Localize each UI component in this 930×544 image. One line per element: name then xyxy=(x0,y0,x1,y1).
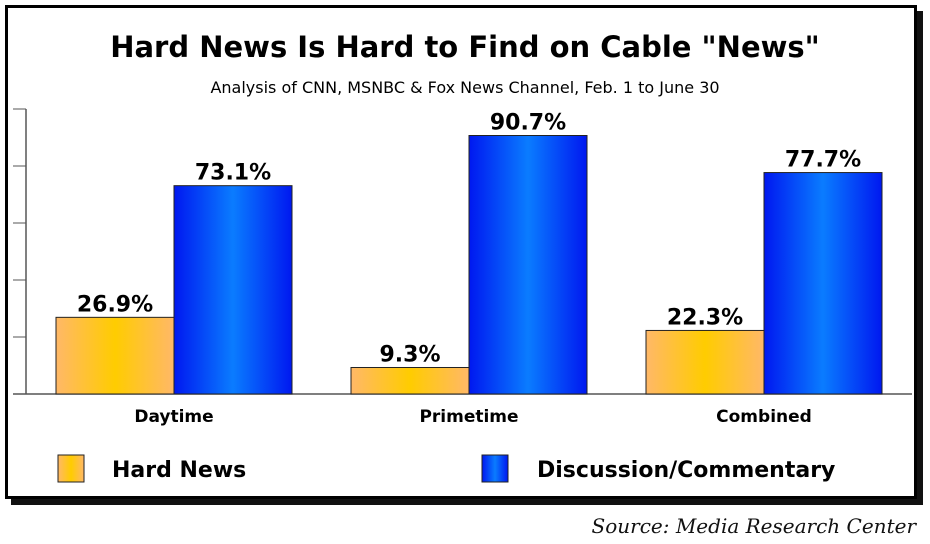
bar-discussion xyxy=(763,172,883,395)
chart-title: Hard News Is Hard to Find on Cable "News… xyxy=(110,30,820,64)
bar-hard-news xyxy=(55,316,175,395)
legend-label: Discussion/Commentary xyxy=(537,458,835,483)
x-tick-label: Daytime xyxy=(134,407,213,427)
source-note: Source: Media Research Center xyxy=(591,514,916,538)
bar-discussion xyxy=(468,135,588,395)
data-label: 90.7% xyxy=(490,111,566,136)
data-label: 73.1% xyxy=(195,161,271,186)
x-tick-label: Combined xyxy=(716,407,812,427)
bar-hard-news xyxy=(350,366,470,395)
data-label: 26.9% xyxy=(77,292,153,317)
legend-swatch xyxy=(57,454,85,483)
data-label: 22.3% xyxy=(667,305,743,330)
x-tick-label: Primetime xyxy=(419,407,518,427)
data-label: 77.7% xyxy=(785,148,861,173)
data-label: 9.3% xyxy=(379,342,440,367)
bar-hard-news xyxy=(645,329,765,395)
bar-discussion xyxy=(173,185,293,395)
legend-label: Hard News xyxy=(112,458,246,483)
chart-subtitle: Analysis of CNN, MSNBC & Fox News Channe… xyxy=(210,78,720,97)
legend-swatch xyxy=(481,454,509,483)
